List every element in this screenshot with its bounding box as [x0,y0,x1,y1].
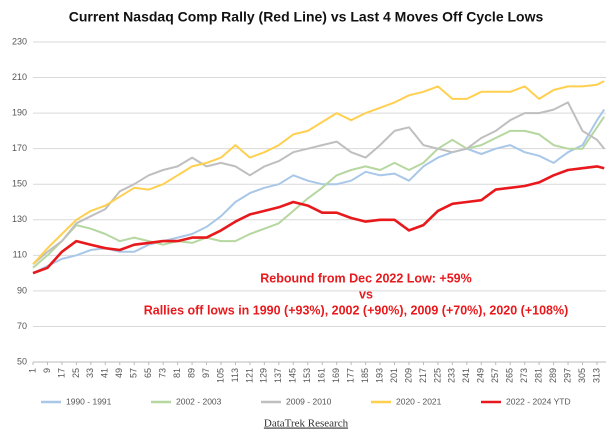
y-tick-label: 50 [17,356,27,366]
x-tick-label: 89 [186,368,196,378]
y-tick-label: 230 [12,36,27,46]
plot: 50 70 90 110 130 150 170 190 210 230 1 9 17 25 33 41 49 5… [12,36,606,406]
x-tick-label: 25 [71,368,81,378]
x-tick-label: 153 [302,368,312,383]
x-tick-label: 281 [533,368,543,383]
x-tick-label: 17 [56,368,66,378]
legend-label: 2009 - 2010 [286,396,332,406]
y-tick-label: 210 [12,72,27,82]
x-tick-label: 161 [317,368,327,383]
x-tick-label: 9 [42,368,52,373]
x-tick-label: 81 [172,368,182,378]
x-tick-label: 217 [418,368,428,383]
x-tick-label: 209 [403,368,413,383]
x-tick-label: 121 [244,368,254,383]
x-tick-label: 233 [447,368,457,383]
x-tick-label: 289 [548,368,558,383]
x-tick-label: 297 [562,368,572,383]
x-tick-label: 177 [346,368,356,383]
series-line [32,80,605,265]
x-tick-label: 33 [85,368,95,378]
x-tick-label: 1 [27,368,37,373]
x-tick-label: 225 [432,368,442,383]
legend-label: 1990 - 1991 [66,396,112,406]
x-tick-label: 57 [129,368,139,378]
x-tick-label: 105 [215,368,225,383]
series-line [32,101,605,265]
x-tick-label: 73 [158,368,168,378]
annotation: Rebound from Dec 2022 Low: +59% [260,271,472,285]
x-tick-label: 145 [288,368,298,383]
x-tick-label: 129 [259,368,269,383]
y-tick-label: 130 [12,214,27,224]
series-line [32,109,606,274]
y-tick-label: 170 [12,143,27,153]
y-tick-label: 190 [12,107,27,117]
x-tick-label: 113 [230,368,240,382]
x-tick-label: 169 [331,368,341,383]
x-tick-label: 273 [519,368,529,383]
y-tick-label: 90 [17,285,27,295]
chart-title: Current Nasdaq Comp Rally (Red Line) vs … [69,9,544,25]
x-tick-label: 41 [100,368,110,378]
x-tick-label: 241 [461,368,471,383]
x-tick-label: 65 [143,368,153,378]
x-tick-label: 193 [374,368,384,383]
x-tick-label: 137 [273,368,283,383]
legend-label: 2020 - 2021 [396,396,442,406]
x-tick-label: 313 [591,368,601,383]
legend-label: 2002 - 2003 [176,396,222,406]
legend-label: 2022 - 2024 YTD [506,396,571,406]
y-tick-label: 150 [12,179,27,189]
annotation: Rallies off lows in 1990 (+93%), 2002 (+… [144,303,569,317]
y-tick-label: 70 [17,321,27,331]
x-tick-label: 249 [476,368,486,383]
series-line [32,116,606,269]
annotation: vs [359,287,373,301]
x-tick-label: 265 [505,368,515,383]
x-tick-label: 97 [201,368,211,378]
source: DataTrek Research [264,418,349,430]
x-tick-label: 201 [389,368,399,383]
x-tick-label: 185 [360,368,370,383]
y-tick-label: 110 [13,250,27,260]
x-tick-label: 49 [114,368,124,378]
series-line [32,165,605,275]
x-tick-label: 257 [490,368,500,383]
x-tick-label: 305 [577,368,587,383]
